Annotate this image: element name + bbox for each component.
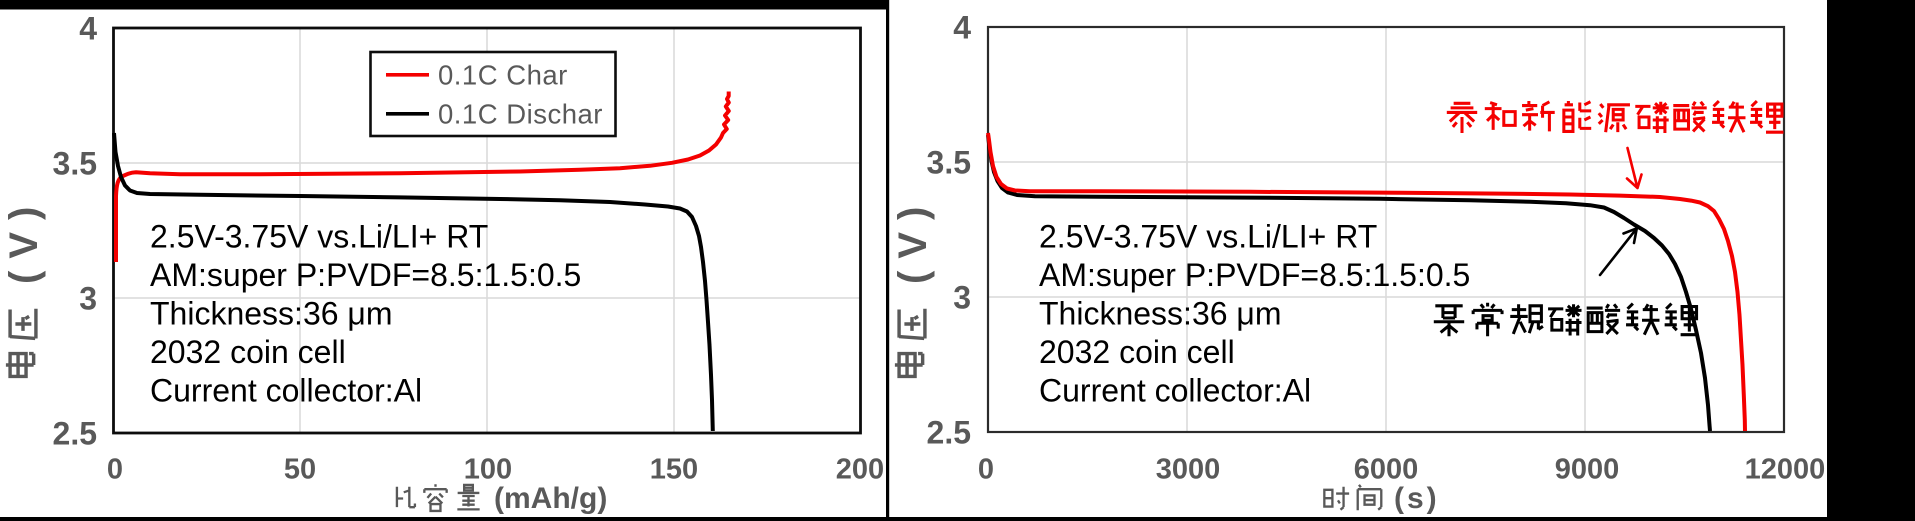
svg-text:AM:super P:PVDF=8.5:1.5:0.5: AM:super P:PVDF=8.5:1.5:0.5 [150, 257, 581, 293]
svg-text:2.5V-3.75V vs.Li/LI+ RT: 2.5V-3.75V vs.Li/LI+ RT [1039, 219, 1377, 255]
svg-text:2.5: 2.5 [927, 415, 971, 451]
svg-text:9000: 9000 [1555, 454, 1620, 486]
svg-text:0: 0 [107, 454, 123, 486]
svg-text:2.5: 2.5 [53, 416, 97, 452]
svg-text:0: 0 [978, 454, 994, 486]
svg-text:(mAh/g): (mAh/g) [494, 482, 607, 515]
svg-text:Current collector:Al: Current collector:Al [150, 373, 422, 409]
svg-text:3000: 3000 [1156, 454, 1221, 486]
svg-text:(s): (s) [1394, 482, 1440, 515]
svg-text:100: 100 [464, 454, 512, 486]
svg-text:(V): (V) [891, 195, 935, 284]
svg-text:Thickness:36 μm: Thickness:36 μm [1039, 296, 1282, 332]
svg-text:200: 200 [836, 454, 884, 486]
svg-text:Thickness:36 μm: Thickness:36 μm [150, 296, 393, 332]
svg-text:12000: 12000 [1745, 454, 1826, 486]
svg-text:4: 4 [79, 11, 97, 47]
svg-text:0.1C Char: 0.1C Char [438, 60, 568, 91]
svg-text:3: 3 [79, 281, 97, 317]
svg-text:150: 150 [650, 454, 698, 486]
svg-text:4: 4 [953, 10, 971, 46]
svg-text:3.5: 3.5 [927, 145, 971, 181]
svg-text:50: 50 [284, 454, 316, 486]
svg-text:3: 3 [953, 280, 971, 316]
svg-text:2032 coin cell: 2032 coin cell [1039, 334, 1235, 370]
svg-text:3.5: 3.5 [53, 146, 97, 182]
svg-text:2.5V-3.75V vs.Li/LI+ RT: 2.5V-3.75V vs.Li/LI+ RT [150, 219, 488, 255]
svg-text:Current collector:Al: Current collector:Al [1039, 373, 1311, 409]
svg-text:AM:super P:PVDF=8.5:1.5:0.5: AM:super P:PVDF=8.5:1.5:0.5 [1039, 257, 1470, 293]
svg-text:(V): (V) [2, 195, 46, 284]
svg-text:6000: 6000 [1354, 454, 1419, 486]
svg-text:0.1C Dischar: 0.1C Dischar [438, 99, 603, 130]
svg-text:2032 coin cell: 2032 coin cell [150, 334, 346, 370]
